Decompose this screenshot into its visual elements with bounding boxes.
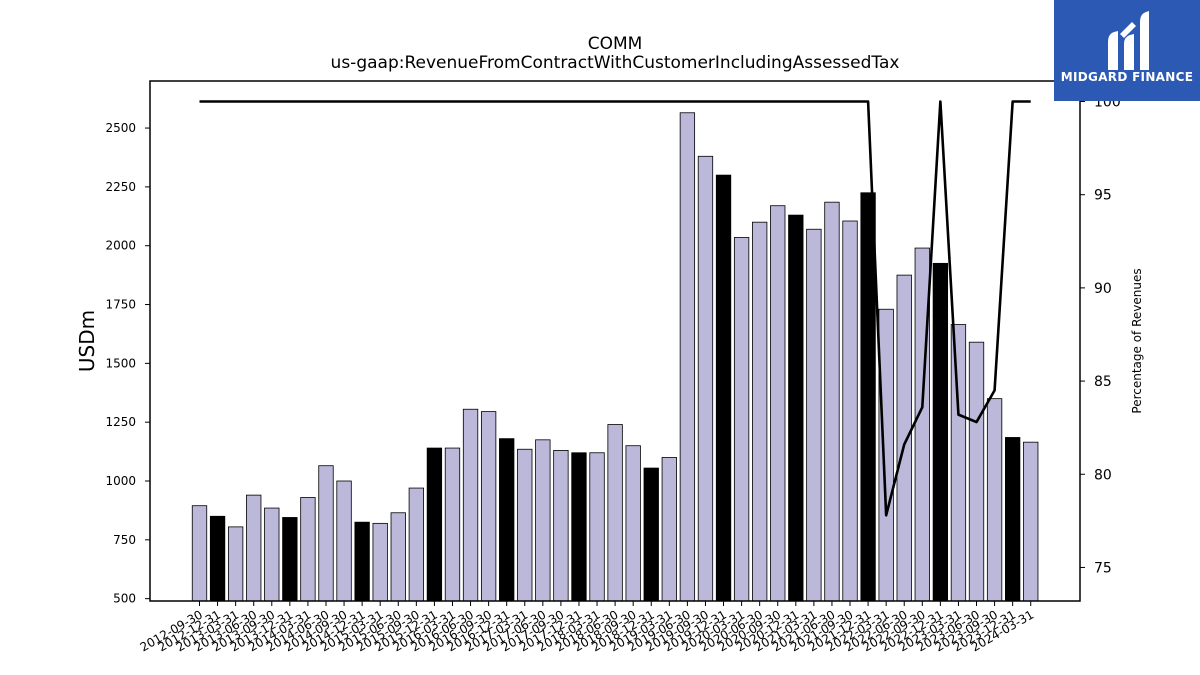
bar	[697, 155, 714, 602]
bar	[788, 214, 804, 602]
y-tick-label: 1250	[105, 415, 136, 429]
series-line	[199, 100, 1031, 517]
bar	[625, 445, 641, 602]
y-tick-label: 1500	[105, 356, 136, 370]
bar	[553, 450, 569, 602]
y-axis-left: 500 750 1000 1250 1500 1750 2000 2250 2500	[105, 121, 150, 606]
logo-text: MIDGARD FINANCE	[1061, 70, 1193, 84]
bar	[824, 201, 840, 602]
bar	[336, 480, 352, 602]
bar	[462, 408, 479, 602]
y2-tick-label: 75	[1094, 560, 1112, 576]
bar	[408, 487, 424, 602]
y-axis-left-title: USDm	[75, 310, 99, 372]
chart-title: COMM	[588, 34, 643, 54]
bar	[318, 465, 334, 602]
bar	[1005, 437, 1021, 602]
bar	[282, 517, 298, 602]
bar	[571, 452, 587, 602]
bar	[300, 497, 316, 602]
bar	[426, 447, 443, 602]
y2-tick-label: 95	[1094, 188, 1112, 204]
bar	[607, 424, 623, 602]
bar	[589, 452, 605, 602]
bar	[842, 220, 858, 602]
y-tick-label: 1000	[105, 474, 136, 488]
bar	[896, 274, 912, 602]
bar	[535, 439, 551, 602]
bar	[517, 448, 533, 602]
y-tick-label: 500	[113, 592, 136, 606]
bar	[444, 447, 461, 602]
bar	[932, 262, 949, 602]
bar	[968, 341, 985, 602]
chart-subtitle: us-gaap:RevenueFromContractWithCustomerI…	[331, 53, 900, 73]
y2-tick-label: 80	[1094, 467, 1112, 483]
bar	[715, 174, 732, 602]
bar	[679, 112, 696, 602]
bar-series	[191, 112, 1039, 602]
y-axis-right-title: Percentage of Revenues	[1130, 268, 1144, 413]
y2-tick-label: 85	[1094, 374, 1112, 390]
bar	[191, 505, 208, 602]
bar	[878, 308, 894, 602]
line-series	[199, 100, 1031, 517]
bar	[643, 467, 659, 602]
bar	[372, 522, 388, 602]
bar	[264, 507, 280, 602]
bar	[246, 494, 262, 602]
bar	[950, 324, 967, 602]
bar	[733, 237, 750, 602]
y-tick-label: 1750	[105, 298, 136, 312]
x-axis: 2012-09-302012-12-312013-03-312013-06-30…	[138, 601, 1036, 654]
bar	[209, 515, 226, 602]
chart-title-group: COMM us-gaap:RevenueFromContractWithCust…	[331, 34, 900, 73]
bar	[499, 438, 515, 602]
bar	[1023, 441, 1039, 602]
bar	[986, 398, 1003, 602]
bar	[354, 521, 370, 602]
bar	[770, 205, 786, 602]
bar	[661, 457, 677, 602]
bar	[480, 411, 497, 602]
bar	[227, 526, 244, 602]
y-tick-label: 2250	[105, 180, 136, 194]
y-tick-label: 2000	[105, 239, 136, 253]
y-tick-label: 2500	[105, 121, 136, 135]
brand-logo: MIDGARD FINANCE	[1054, 0, 1200, 101]
y2-tick-label: 90	[1094, 281, 1112, 297]
bar	[806, 228, 822, 602]
logo-mark-icon	[1108, 11, 1149, 70]
bar	[752, 221, 768, 602]
y-tick-label: 750	[113, 533, 136, 547]
bar	[390, 512, 406, 602]
bar	[860, 192, 876, 602]
